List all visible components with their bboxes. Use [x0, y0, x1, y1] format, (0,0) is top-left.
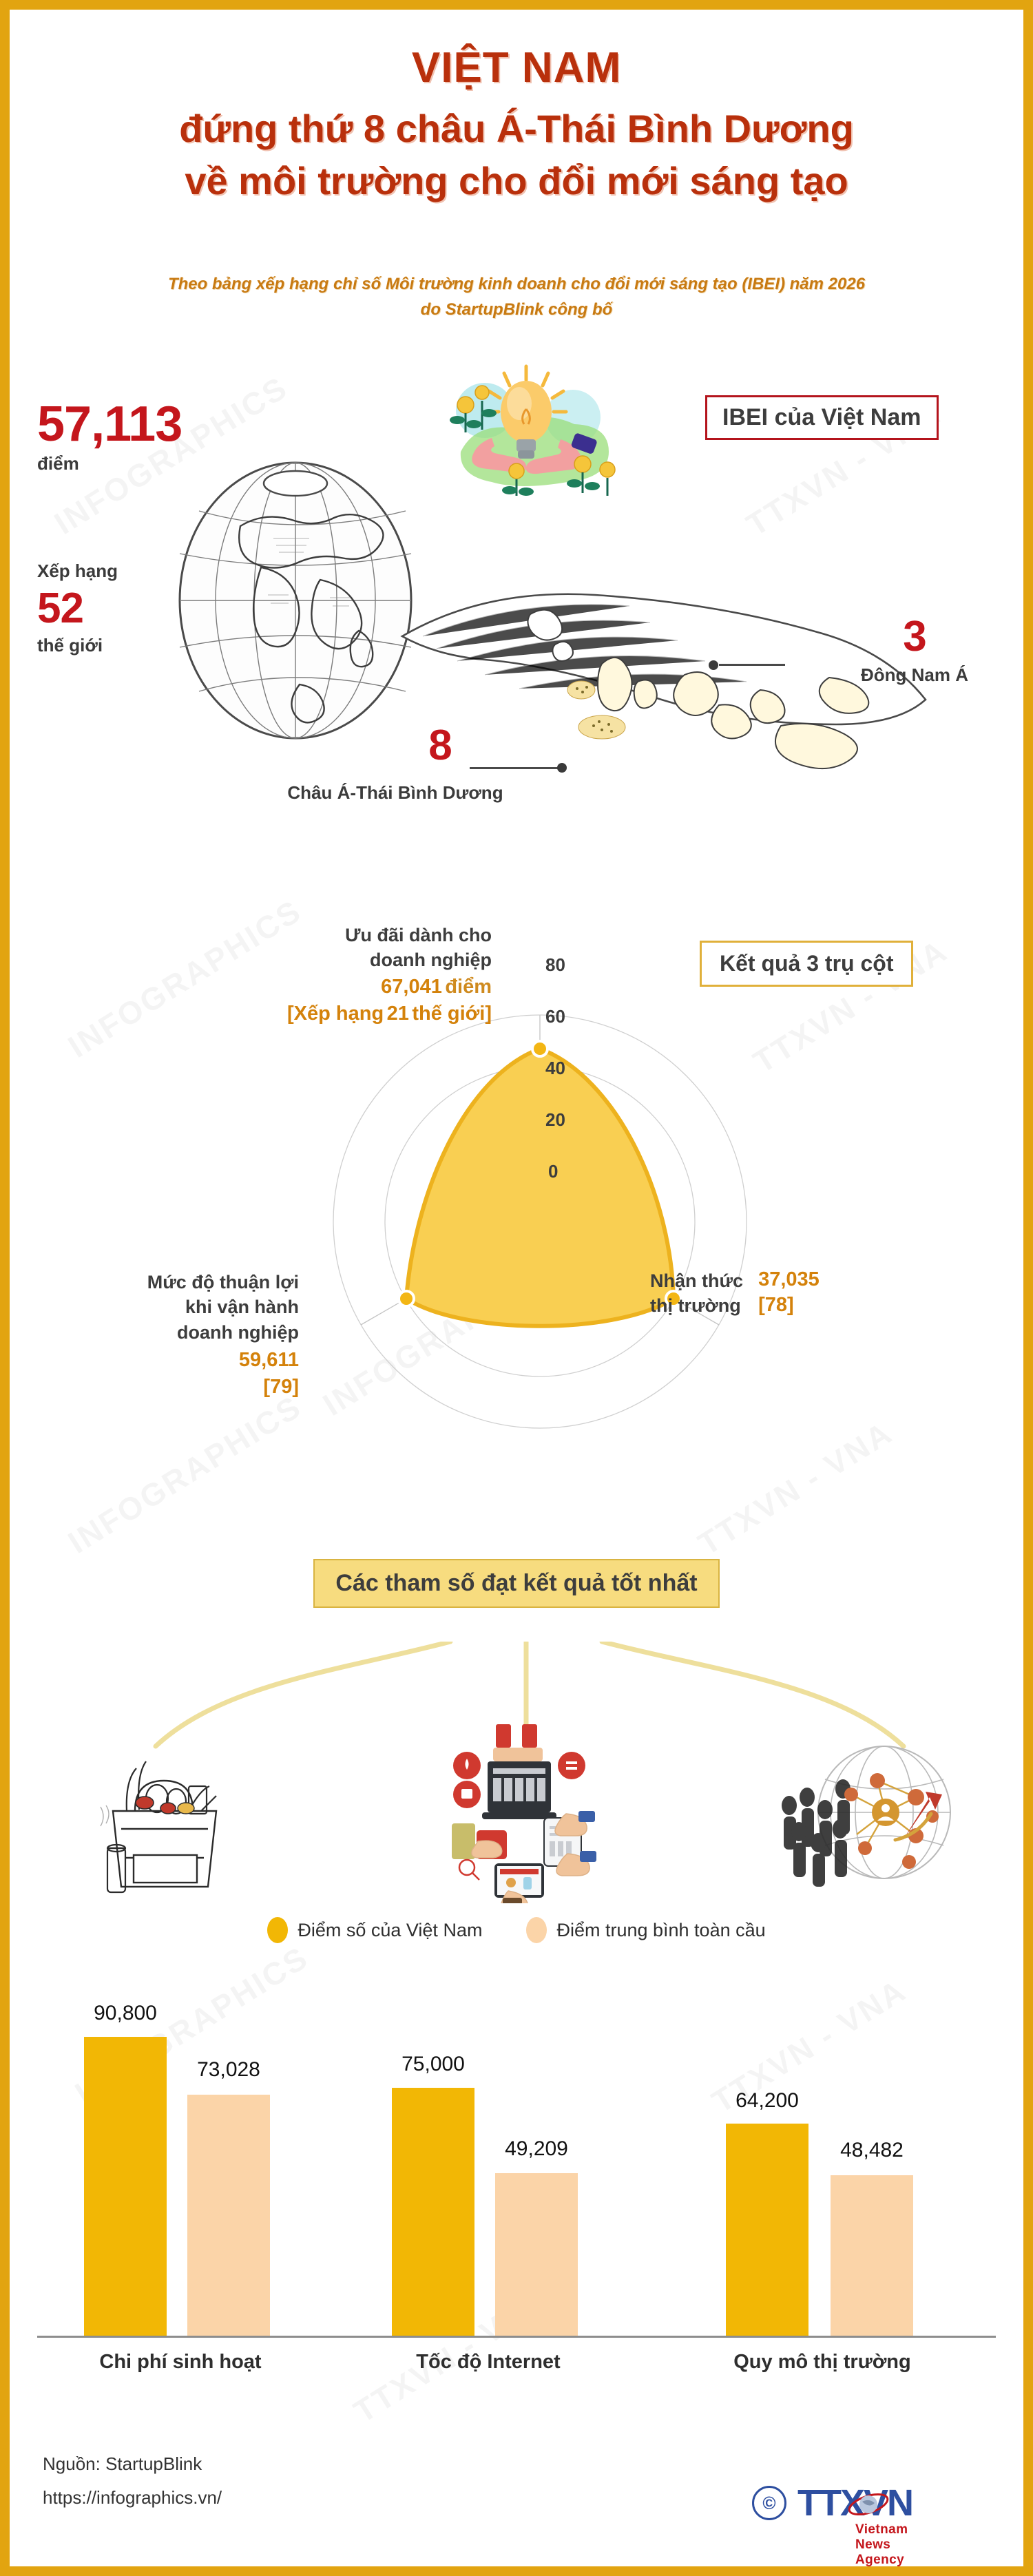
- legend-item-vietnam: Điểm số của Việt Nam: [267, 1917, 482, 1943]
- leader-dot-sea: [709, 660, 722, 670]
- callout-southeast-asia: 3 Đông Nam Á: [861, 613, 968, 686]
- legend-swatch-global: [526, 1917, 547, 1943]
- subtitle-block: Theo bảng xếp hạng chỉ số Môi trường kin…: [10, 271, 1023, 322]
- leader-dot-apac: [557, 763, 570, 773]
- bar-category-1: Chi phí sinh hoạt: [99, 2351, 262, 2373]
- radar-tick-40: 40: [545, 1058, 565, 1078]
- pillar3-name-line3: doanh nghiệp: [177, 1321, 299, 1343]
- bar-chart-baseline: [37, 2336, 996, 2338]
- bar-category-3: Quy mô thị trường: [733, 2351, 911, 2373]
- ibei-rank-block: Xếp hạng 52 thế giới: [37, 561, 118, 656]
- bar-global-2: [495, 2173, 578, 2336]
- bar-vn-2: [392, 2088, 474, 2336]
- callout-apac-value-wrap: 8: [402, 722, 478, 769]
- callout-apac-value: 8: [428, 722, 452, 769]
- bar-category-2: Tốc độ Internet: [416, 2351, 561, 2373]
- subtitle-line2: do StartupBlink công bố: [420, 300, 613, 320]
- ibei-score-unit: điểm: [37, 453, 79, 474]
- ttxvn-logo-sub: Vietnam News Agency: [855, 2522, 908, 2567]
- ibei-score-value: 57,113: [37, 397, 182, 452]
- radar-tick-60: 60: [545, 1006, 565, 1027]
- copyright-icon: ©: [752, 2486, 786, 2520]
- pillar3-name-line1: Mức độ thuận lợi: [147, 1272, 299, 1292]
- legend-label-global: Điểm trung bình toàn cầu: [556, 1919, 766, 1940]
- pillar1-name-line2: doanh nghiệp: [370, 950, 492, 971]
- radar-tick-80: 80: [545, 954, 565, 975]
- legend-label-vietnam: Điểm số của Việt Nam: [298, 1919, 483, 1940]
- ibei-score-block: 57,113 điểm: [37, 397, 182, 474]
- rank-world-value: 52: [37, 585, 84, 632]
- ttxvn-globe-icon: [848, 2493, 889, 2515]
- rank-label: Xếp hạng: [37, 561, 118, 581]
- ttxvn-logo-main: TTXVN: [797, 2482, 914, 2524]
- pillar1-rank-num: 21: [386, 1002, 409, 1025]
- radar-label-pillar3: Mức độ thuận lợi khi vận hành doanh nghi…: [37, 1270, 299, 1399]
- globe-sketch-icon: [158, 450, 447, 746]
- ttxvn-logo: © TTXVN Vietnam News Agency: [752, 2484, 914, 2566]
- pillar3-rank: [79]: [263, 1376, 299, 1399]
- page-title-line1: VIỆT NAM: [411, 44, 622, 92]
- radar-label-pillar2: Nhận thức thị trường 37,035 [78]: [650, 1268, 820, 1319]
- footer-text: Nguồn: StartupBlink https://infographics…: [43, 2447, 222, 2515]
- header-block: VIỆT NAM đứng thứ 8 châu Á-Thái Bình Dươ…: [10, 45, 1023, 205]
- bar-global-1: [187, 2095, 270, 2336]
- bar-value-global-3: 48,482: [840, 2139, 904, 2161]
- legend-item-global: Điểm trung bình toàn cầu: [526, 1917, 766, 1943]
- bar-value-vn-1: 90,800: [94, 2002, 157, 2024]
- callout-sea-value: 3: [903, 613, 926, 660]
- radar-label-pillar1: Ưu đãi dành cho doanh nghiệp 67,041 điểm…: [216, 923, 492, 1025]
- radar-tick-0: 0: [548, 1161, 559, 1182]
- page-title-line2: đứng thứ 8 châu Á-Thái Bình Dương: [179, 107, 854, 151]
- bar-chart-legend: Điểm số của Việt Nam Điểm trung bình toà…: [10, 1917, 1023, 1943]
- badge-ibei-vietnam-label: IBEI của Việt Nam: [705, 395, 939, 440]
- watermark: INFOGRAPHICS: [61, 1388, 308, 1561]
- pillar2-name-line1: Nhận thức: [650, 1270, 744, 1291]
- pillar2-score: 37,035: [758, 1268, 820, 1290]
- badge-ibei-vietnam: IBEI của Việt Nam: [705, 395, 939, 440]
- badge-three-pillars: Kết quả 3 trụ cột: [700, 941, 914, 987]
- callout-sea-label: Đông Nam Á: [861, 664, 968, 685]
- crowd-network-icon: [774, 1731, 953, 1896]
- pillar3-name-line2: khi vận hành: [185, 1297, 299, 1318]
- pillar1-rank-pre: [Xếp hạng: [286, 1002, 384, 1025]
- footer-url[interactable]: https://infographics.vn/: [43, 2487, 222, 2509]
- southeast-asia-map-icon: [395, 540, 932, 788]
- pillar1-unit: điểm: [445, 975, 492, 998]
- subtitle-line1: Theo bảng xếp hạng chỉ số Môi trường kin…: [167, 275, 866, 293]
- radar-tick-20: 20: [545, 1109, 565, 1130]
- bar-global-3: [831, 2175, 913, 2336]
- pillar2-rank: [78]: [758, 1294, 794, 1316]
- leader-line-apac: [470, 767, 561, 769]
- pillar1-score: 67,041: [381, 975, 442, 998]
- legend-swatch-vietnam: [267, 1917, 289, 1943]
- pillar1-rank-post: thế giới]: [412, 1002, 492, 1025]
- radar-chart: [326, 905, 753, 1456]
- bar-vn-1: [84, 2037, 167, 2336]
- rank-world-unit: thế giới: [37, 634, 103, 656]
- pillar2-name-line2: thị trường: [650, 1295, 741, 1317]
- pillar3-score: 59,611: [238, 1349, 299, 1372]
- bar-value-global-1: 73,028: [197, 2058, 260, 2081]
- callout-apac-label: Châu Á-Thái Bình Dương: [287, 782, 503, 803]
- online-commerce-icon: [437, 1717, 602, 1912]
- leader-line-sea: [719, 664, 785, 666]
- shopping-basket-icon: [85, 1745, 244, 1896]
- bar-value-vn-3: 64,200: [735, 2089, 799, 2112]
- page-title-line3: về môi trường cho đổi mới sáng tạo: [185, 159, 848, 203]
- badge-best-parameters: Các tham số đạt kết quả tốt nhất: [10, 1559, 1023, 1608]
- badge-best-parameters-label: Các tham số đạt kết quả tốt nhất: [313, 1559, 720, 1608]
- footer-source: Nguồn: StartupBlink: [43, 2453, 202, 2474]
- pillar1-name-line1: Ưu đãi dành cho: [345, 925, 492, 945]
- bar-value-vn-2: 75,000: [401, 2053, 465, 2075]
- callout-apac-label-wrap: Châu Á-Thái Bình Dương: [175, 782, 616, 804]
- bar-vn-3: [726, 2124, 808, 2336]
- bar-value-global-2: 49,209: [505, 2137, 568, 2160]
- badge-three-pillars-label: Kết quả 3 trụ cột: [700, 941, 914, 987]
- lightbulb-in-hands-icon: [423, 362, 629, 510]
